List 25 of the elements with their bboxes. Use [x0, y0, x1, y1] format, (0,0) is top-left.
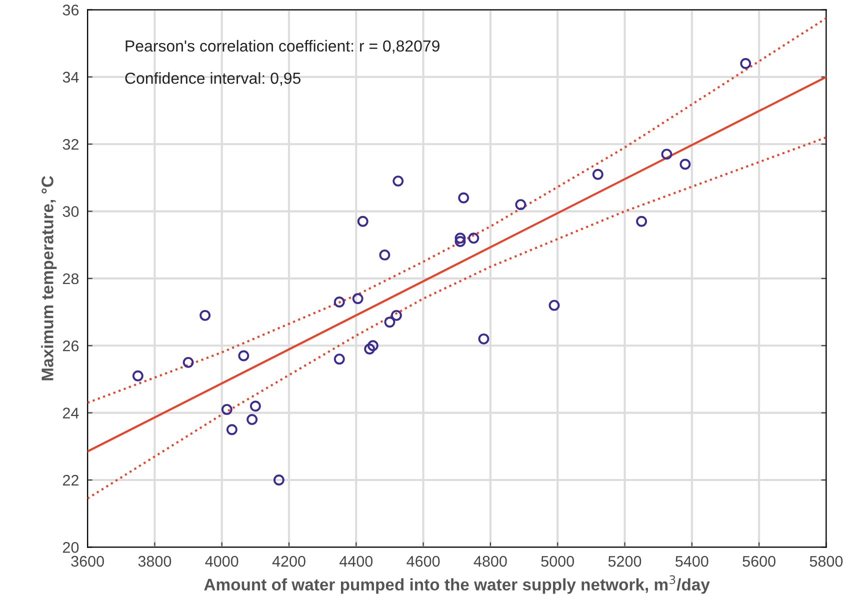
x-tick-label: 4800: [474, 556, 507, 567]
y-tick-label: 24: [62, 408, 79, 418]
x-tick-label: 4000: [205, 556, 238, 567]
x-tick-label: 5600: [742, 556, 776, 567]
x-tick-label: 4400: [340, 556, 373, 567]
x-tick-label: 5400: [676, 556, 708, 567]
y-tick-label: 22: [62, 474, 78, 486]
y-tick-label: 28: [62, 273, 79, 284]
x-axis-title: Amount of water pumped into the water supply network, m$^{3}$/day: [204, 575, 710, 594]
x-tick-label: 4600: [406, 556, 440, 567]
y-tick-label: 34: [62, 72, 79, 83]
x-tick-label: 5000: [541, 556, 574, 567]
x-tick-label: 3600: [71, 556, 104, 567]
annotation: Pearson's correlation coefficient: r = 0,82079: [126, 40, 440, 54]
y-tick-label: 30: [62, 206, 79, 217]
x-tick-label: 4200: [272, 556, 306, 567]
annotation: Confidence interval: 0,95: [125, 72, 301, 86]
x-tick-label: 3800: [138, 556, 172, 567]
y-tick-label: 36: [62, 4, 79, 16]
x-tick-label: 5800: [810, 556, 843, 567]
y-tick-label: 32: [62, 138, 78, 150]
y-axis-title: Maximum temperature, °C: [41, 176, 57, 380]
y-tick-label: 26: [62, 340, 79, 352]
y-tick-label: 20: [62, 542, 79, 553]
x-tick-label: 5200: [608, 556, 642, 567]
